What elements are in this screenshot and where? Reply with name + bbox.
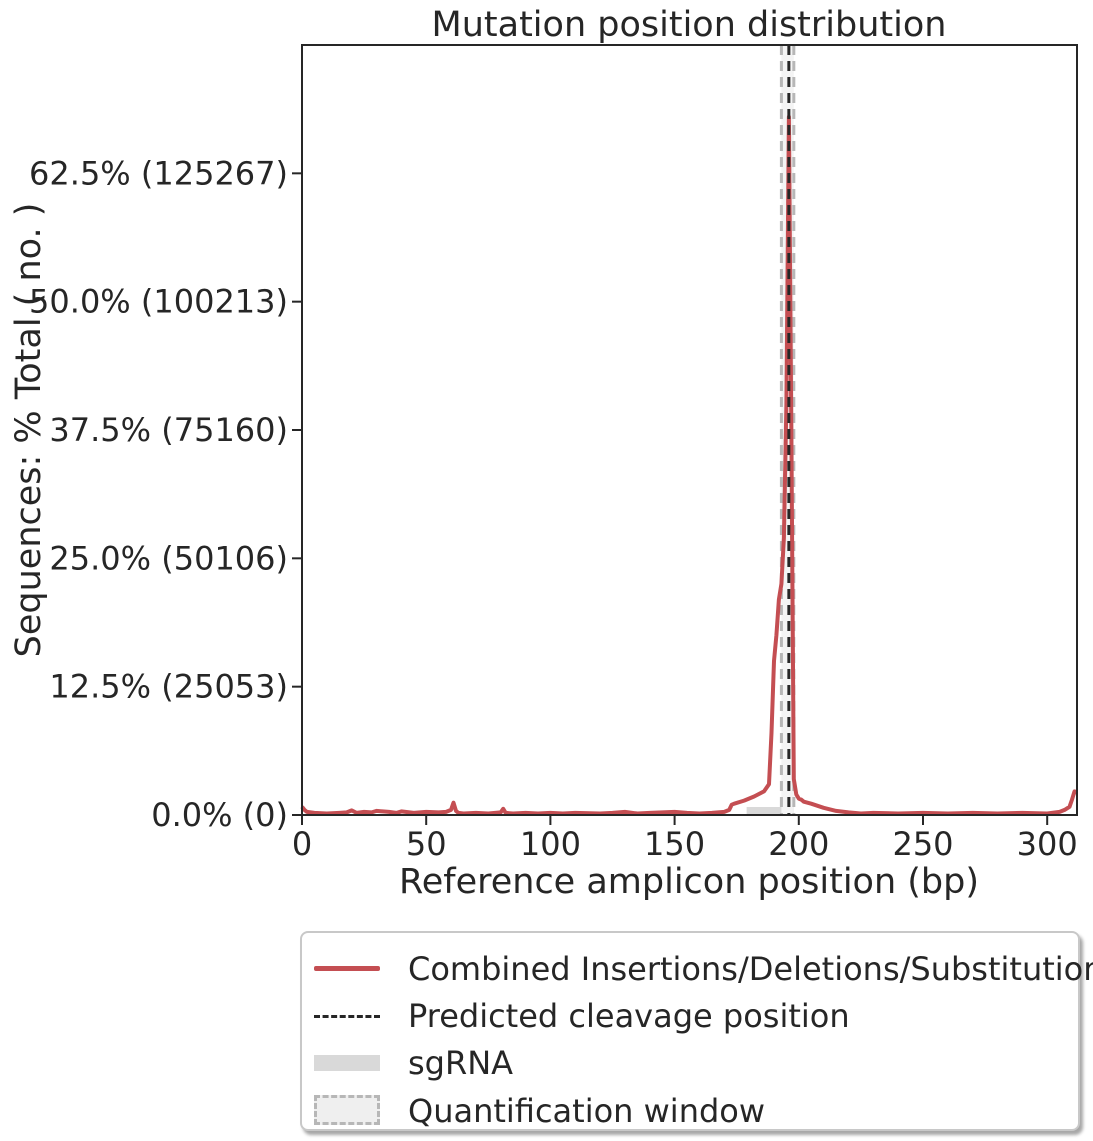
- x-axis-label: Reference amplicon position (bp): [399, 862, 979, 902]
- legend-item-cleavage: Predicted cleavage position: [302, 996, 850, 1036]
- y-tick-label: 25.0% (50106): [49, 539, 288, 577]
- legend-box-swatch: [312, 1091, 382, 1131]
- y-tick-label: 37.5% (75160): [49, 411, 288, 449]
- legend-item-sgrna: sgRNA: [302, 1043, 513, 1083]
- legend-label: Predicted cleavage position: [408, 997, 850, 1035]
- y-axis: 0.0% (0) 12.5% (25053) 25.0% (50106) 37.5% …: [29, 154, 302, 834]
- plot-frame: [301, 44, 1078, 816]
- chart-svg: 0 50 100 150 200 250 300 0.0% (0) 12.5% (25053)…: [9, 5, 1078, 902]
- legend-dashed-swatch: [312, 996, 382, 1036]
- y-tick-label: 0.0% (0): [151, 796, 288, 834]
- x-tick-label: 0: [292, 825, 312, 863]
- sgrna-band: [746, 807, 794, 815]
- legend-label: Quantification window: [408, 1092, 766, 1130]
- x-tick-label: 50: [406, 825, 447, 863]
- x-tick-label: 150: [644, 825, 705, 863]
- series-layer: [300, 114, 1078, 816]
- chart-legend: Combined Insertions/Deletions/Substituti…: [300, 931, 1093, 1131]
- legend-item-combined: Combined Insertions/Deletions/Substituti…: [302, 949, 1093, 989]
- series-line-combined: [300, 114, 1078, 816]
- chart-title: Mutation position distribution: [432, 5, 947, 45]
- y-axis-label: Sequences: % Total ( no. ): [9, 203, 49, 658]
- x-axis: 0 50 100 150 200 250 300: [292, 815, 1078, 863]
- x-tick-label: 300: [1017, 825, 1078, 863]
- x-tick-label: 250: [892, 825, 953, 863]
- x-tick-label: 200: [768, 825, 829, 863]
- x-tick-label: 100: [520, 825, 581, 863]
- legend-label: Combined Insertions/Deletions/Substituti…: [408, 950, 1093, 988]
- y-tick-label: 62.5% (125267): [29, 154, 288, 192]
- y-tick-label: 12.5% (25053): [49, 668, 288, 706]
- legend-label: sgRNA: [408, 1044, 514, 1082]
- legend-band-swatch: [312, 1043, 382, 1083]
- legend-item-window: Quantification window: [302, 1091, 765, 1131]
- y-tick-label: 50.0% (100213): [29, 283, 288, 321]
- legend-line-swatch: [312, 949, 382, 989]
